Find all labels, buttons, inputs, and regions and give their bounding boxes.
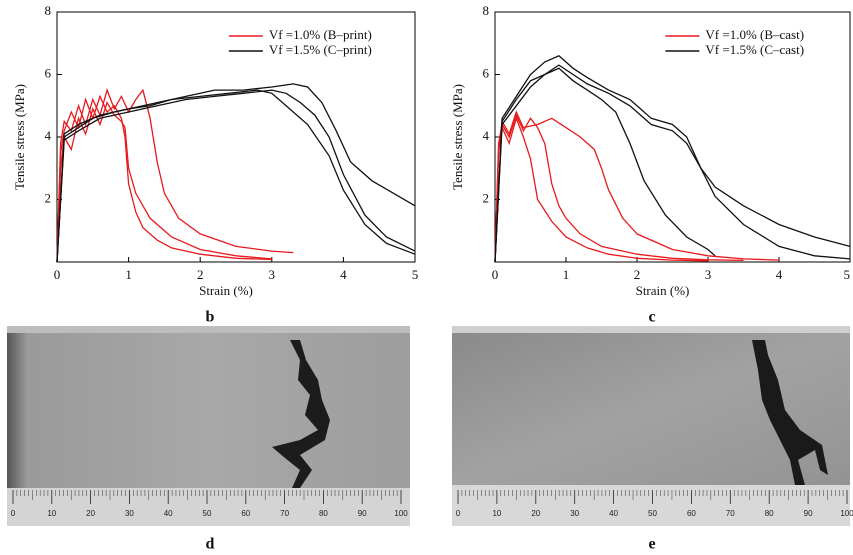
legend-label: Vf =1.5% (C–print) xyxy=(269,42,372,57)
y-tick-label: 4 xyxy=(483,128,490,143)
panel-label: e xyxy=(648,536,655,553)
photo-e xyxy=(452,326,850,526)
stress-strain-curve xyxy=(56,89,416,263)
scale-label: 80 xyxy=(765,509,774,518)
y-axis-label: Tensile stress (MPa) xyxy=(12,84,27,190)
scale-label: 40 xyxy=(164,509,173,518)
legend-label: Vf =1.0% (B–print) xyxy=(269,27,372,42)
photo-d xyxy=(7,326,410,526)
scale-label: 90 xyxy=(804,509,813,518)
scale-label: 40 xyxy=(609,509,618,518)
scale-label: 10 xyxy=(492,509,501,518)
x-tick-label: 5 xyxy=(844,267,851,282)
scale-label: 30 xyxy=(570,509,579,518)
stress-strain-curve xyxy=(494,113,744,263)
panel-label: d xyxy=(206,536,215,553)
scale-label: 90 xyxy=(358,509,367,518)
scale-label: 60 xyxy=(241,509,250,518)
scale-label: 0 xyxy=(456,509,461,518)
scale-label: 60 xyxy=(687,509,696,518)
x-tick-label: 1 xyxy=(563,267,570,282)
scale-label: 50 xyxy=(648,509,657,518)
stress-strain-curve xyxy=(56,83,416,263)
scale-label: 100 xyxy=(840,509,853,518)
stress-strain-curve xyxy=(56,94,272,263)
scale-label: 70 xyxy=(726,509,735,518)
scale-ruler: 0 10 20 30 40 50 60 70 80 90 100 xyxy=(456,490,853,518)
y-tick-label: 6 xyxy=(45,65,52,80)
stress-strain-curve xyxy=(494,110,780,263)
scale-label: 30 xyxy=(125,509,134,518)
scale-label: 70 xyxy=(280,509,289,518)
x-tick-label: 2 xyxy=(197,267,204,282)
y-axis-label: Tensile stress (MPa) xyxy=(450,84,465,190)
y-tick-label: 8 xyxy=(45,3,52,18)
scale-label: 10 xyxy=(47,509,56,518)
stress-strain-curve xyxy=(494,64,851,263)
x-tick-label: 4 xyxy=(340,267,347,282)
legend-label: Vf =1.0% (B–cast) xyxy=(705,27,804,42)
stress-strain-curve xyxy=(56,88,294,263)
stress-strain-curve xyxy=(494,116,709,263)
x-tick-label: 0 xyxy=(492,267,499,282)
x-tick-label: 4 xyxy=(776,267,783,282)
scale-label: 20 xyxy=(86,509,95,518)
x-tick-label: 3 xyxy=(705,267,712,282)
scale-label: 100 xyxy=(394,509,408,518)
stress-strain-curve xyxy=(56,101,272,263)
x-axis-label: Strain (%) xyxy=(636,283,690,298)
panel-label: c xyxy=(648,309,655,326)
y-tick-label: 4 xyxy=(45,128,52,143)
x-tick-label: 3 xyxy=(269,267,276,282)
x-tick-label: 5 xyxy=(412,267,419,282)
scale-ruler: 0 10 20 30 40 50 60 70 80 90 100 xyxy=(11,490,408,518)
y-tick-label: 2 xyxy=(45,190,52,205)
panel-label: b xyxy=(206,309,215,326)
x-tick-label: 1 xyxy=(125,267,132,282)
scale-label: 80 xyxy=(319,509,328,518)
x-axis-label: Strain (%) xyxy=(199,283,253,298)
scale-label: 50 xyxy=(203,509,212,518)
scale-label: 20 xyxy=(531,509,540,518)
x-tick-label: 2 xyxy=(634,267,641,282)
y-tick-label: 6 xyxy=(483,65,490,80)
stress-strain-curve xyxy=(494,55,851,263)
y-tick-label: 8 xyxy=(483,3,490,18)
x-tick-label: 0 xyxy=(54,267,61,282)
scale-label: 0 xyxy=(11,509,16,518)
stress-strain-curve xyxy=(494,67,716,263)
legend-label: Vf =1.5% (C–cast) xyxy=(705,42,804,57)
y-tick-label: 2 xyxy=(483,190,490,205)
